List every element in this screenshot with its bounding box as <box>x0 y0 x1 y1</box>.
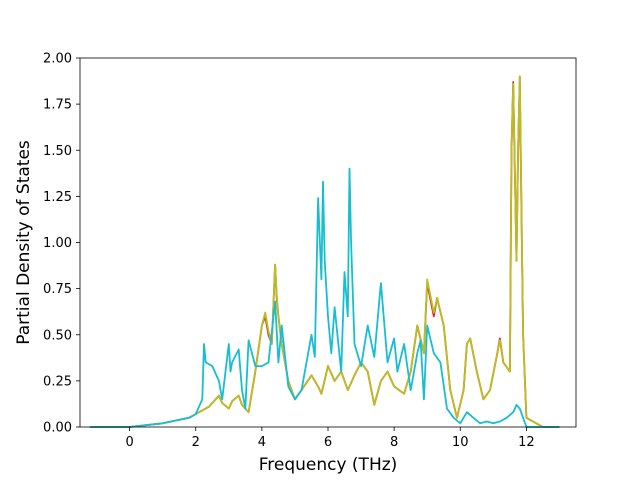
x-tick-label: 2 <box>192 435 200 450</box>
x-axis-label: Frequency (THz) <box>259 455 398 475</box>
x-tick-label: 6 <box>324 435 332 450</box>
y-tick-label: 0.75 <box>43 282 72 297</box>
y-tick-label: 1.50 <box>43 144 72 159</box>
plot-frame <box>79 57 577 428</box>
y-tick-label: 1.00 <box>43 236 72 251</box>
y-tick-label: 1.25 <box>43 190 72 205</box>
x-tick-label: 0 <box>125 435 133 450</box>
x-axis-ticks: 0 2 4 6 8 10 12 <box>125 427 535 450</box>
y-tick-label: 2.00 <box>43 52 72 67</box>
y-axis-ticks: 0.00 0.25 0.50 0.75 1.00 1.25 1.50 1.75 2.00 <box>43 52 80 436</box>
y-tick-label: 1.75 <box>43 98 72 113</box>
y-axis-label: Partial Density of States <box>14 140 34 345</box>
y-tick-label: 0.50 <box>43 328 72 343</box>
x-tick-label: 4 <box>258 435 266 450</box>
series-line-3 <box>89 167 560 428</box>
series-layer <box>89 75 560 428</box>
x-tick-label: 8 <box>390 435 398 450</box>
x-tick-label: 10 <box>452 435 469 450</box>
y-tick-label: 0.25 <box>43 374 72 389</box>
y-tick-label: 0.00 <box>43 421 72 436</box>
x-tick-label: 12 <box>518 435 535 450</box>
